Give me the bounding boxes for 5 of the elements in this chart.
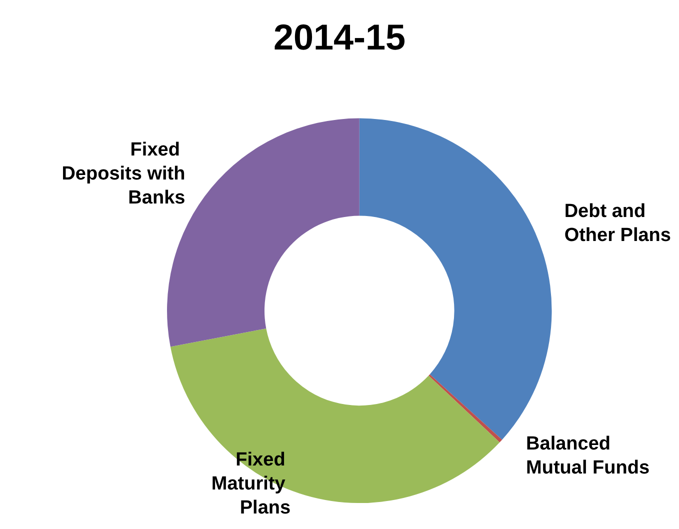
slice-label: Debt and Other Plans: [564, 201, 671, 246]
chart-title: 2014-15: [273, 16, 406, 58]
slice-label: Fixed Deposits with Banks: [62, 140, 186, 209]
slice-label: Balanced Mutual Funds: [526, 433, 650, 478]
slice-label: Fixed Maturity Plans: [211, 450, 291, 518]
